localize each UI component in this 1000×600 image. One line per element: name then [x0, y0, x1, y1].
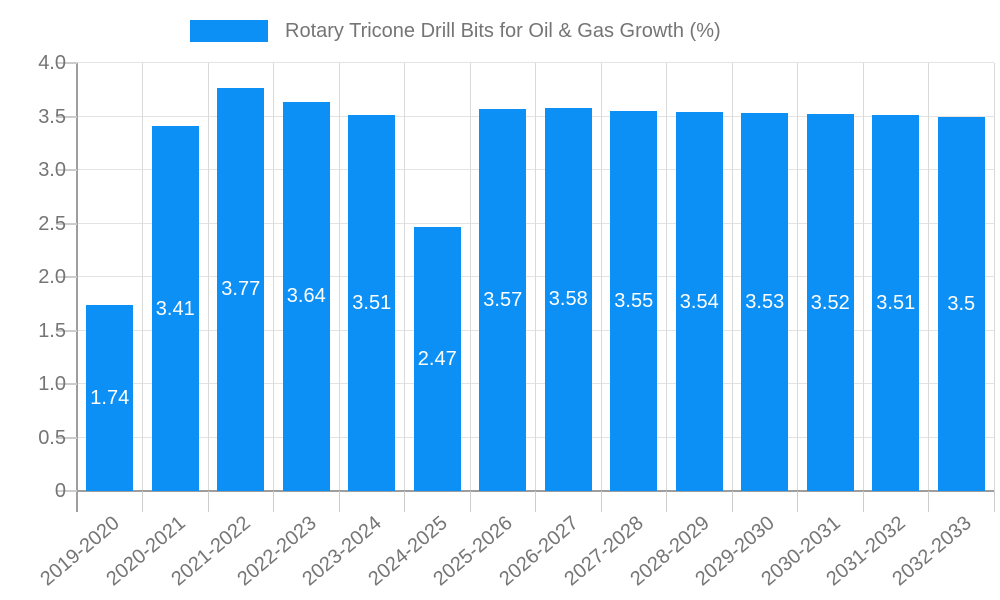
bar-value-label: 3.54	[679, 290, 719, 313]
y-axis-tick	[56, 436, 77, 439]
gridline-vertical	[731, 63, 733, 491]
y-axis-label: 4.0	[38, 52, 66, 74]
x-axis-tick	[535, 491, 536, 512]
y-axis-tick	[56, 490, 77, 492]
x-axis-tick	[862, 491, 864, 512]
bar	[610, 111, 658, 491]
x-axis-tick	[273, 491, 274, 512]
gridline-vertical	[862, 63, 864, 491]
bar	[675, 112, 723, 491]
bar	[806, 114, 854, 491]
bar-value-label: 3.51	[876, 292, 916, 315]
y-axis-tick	[56, 115, 77, 118]
bar	[217, 87, 265, 491]
y-axis-label: 3.0	[38, 159, 66, 181]
x-axis-tick	[338, 491, 340, 512]
bar	[413, 226, 461, 491]
gridline-vertical	[993, 63, 995, 491]
y-axis-tick	[56, 276, 77, 278]
x-axis-tick	[666, 491, 667, 512]
bar	[348, 115, 396, 491]
x-axis-tick	[207, 491, 209, 512]
bar	[937, 116, 985, 491]
bar	[741, 113, 789, 491]
y-axis-label: 1.0	[38, 373, 66, 395]
bar	[86, 304, 134, 491]
chart-title: Rotary Tricone Drill Bits for Oil & Gas …	[285, 20, 721, 42]
gridline-vertical	[535, 63, 536, 491]
y-axis-label: 2.5	[38, 212, 66, 235]
gridline-vertical	[600, 63, 602, 491]
bar-value-label: 3.53	[745, 291, 785, 314]
bar	[479, 109, 527, 491]
x-axis-tick	[731, 491, 733, 512]
gridline-vertical	[469, 63, 471, 491]
gridline-horizontal	[77, 62, 994, 63]
y-axis-tick	[56, 169, 77, 171]
bar-value-label: 3.51	[352, 292, 392, 315]
gridline-vertical	[273, 63, 274, 491]
x-axis-tick	[797, 491, 798, 512]
bar	[872, 115, 920, 491]
y-axis-line	[76, 63, 78, 512]
x-axis-tick	[600, 491, 602, 512]
bar-value-label: 3.58	[548, 288, 588, 311]
y-axis-label: 0	[54, 480, 66, 502]
y-axis-tick	[56, 383, 77, 385]
y-axis-label: 0.5	[38, 426, 66, 449]
y-axis-tick	[56, 329, 77, 332]
bar-value-label: 3.55	[614, 290, 654, 313]
bar-value-label: 2.47	[417, 347, 457, 370]
y-axis-label: 1.5	[38, 319, 66, 342]
bar	[282, 101, 330, 491]
bar	[151, 126, 199, 491]
gridline-vertical	[404, 63, 405, 491]
bar-value-label: 3.52	[810, 291, 850, 314]
bar-value-label: 1.74	[90, 386, 130, 409]
gridline-vertical	[928, 63, 929, 491]
bar-value-label: 3.64	[286, 285, 326, 308]
bar-value-label: 3.41	[155, 297, 195, 320]
bar-value-label: 3.57	[483, 289, 523, 311]
y-axis-label: 2.0	[38, 266, 66, 288]
x-axis-tick	[142, 491, 143, 512]
x-axis-tick	[993, 491, 995, 512]
x-axis-tick	[404, 491, 405, 512]
y-axis-label: 3.5	[38, 105, 66, 128]
legend-swatch	[190, 20, 268, 42]
x-axis-tick	[928, 491, 929, 512]
gridline-vertical	[666, 63, 667, 491]
gridline-vertical	[338, 63, 340, 491]
bar-value-label: 3.5	[947, 292, 976, 315]
x-axis-tick	[469, 491, 471, 512]
bar	[544, 107, 592, 491]
y-axis-tick	[56, 62, 77, 64]
y-axis-tick	[56, 222, 77, 225]
bar-value-label: 3.77	[221, 278, 261, 301]
gridline-vertical	[207, 63, 209, 491]
gridline-vertical	[797, 63, 798, 491]
gridline-vertical	[142, 63, 143, 491]
